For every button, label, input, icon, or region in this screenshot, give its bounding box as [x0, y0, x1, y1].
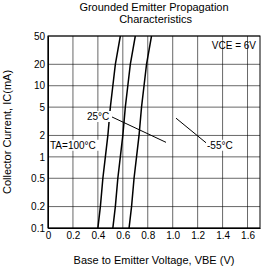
- y-axis-label: Collector Current, IC(mA): [1, 70, 13, 194]
- x-grid-line: [97, 36, 98, 228]
- x-axis: 0 0.2 0.4 0.6 0.8 1.0 1.2 1.4 1.6: [46, 228, 261, 241]
- y-tick-label: 0.5: [31, 173, 45, 184]
- y-tick-label: 50: [34, 31, 46, 42]
- y-tick: 0.2: [31, 201, 48, 212]
- x-tick: 0.6: [116, 228, 130, 241]
- x-tick-label: 1.4: [216, 230, 230, 241]
- x-axis-line: [49, 228, 261, 229]
- x-tick-label: 0: [46, 230, 52, 241]
- x-tick: 0.4: [91, 228, 105, 241]
- series-line: [129, 36, 151, 228]
- plot-frame: [48, 36, 260, 228]
- y-tick-label: 2: [39, 130, 45, 141]
- y-tick: 1: [39, 152, 48, 163]
- y-tick-label: 0.1: [31, 223, 45, 234]
- y-tick: 20: [34, 59, 48, 70]
- y-tick: 5: [39, 102, 48, 113]
- y-grid-line: [48, 156, 260, 157]
- x-grid-line: [147, 36, 148, 228]
- x-tick: 1.4: [216, 228, 230, 241]
- y-grid-line: [48, 107, 260, 108]
- y-axis-line: [48, 37, 49, 229]
- y-grid-line: [48, 135, 260, 136]
- x-tick-label: 1.2: [191, 230, 205, 241]
- x-axis-label: Base to Emitter Voltage, VBE (V): [74, 254, 235, 266]
- x-grid-line: [197, 36, 198, 228]
- x-tick: 1.6: [241, 228, 255, 241]
- annotation: VCE = 6V: [212, 40, 257, 51]
- x-tick: 1.0: [166, 228, 180, 241]
- series-label: 25°C: [87, 111, 109, 122]
- y-tick-label: 1: [39, 152, 45, 163]
- title: Grounded Emitter Propagation Characteris…: [79, 1, 228, 25]
- x-grid-line: [222, 36, 223, 228]
- label-bg: [49, 140, 99, 151]
- y-tick-label: 5: [39, 102, 45, 113]
- series-line: [98, 36, 120, 228]
- label-bg: [206, 140, 236, 151]
- x-tick-label: 0.6: [116, 230, 130, 241]
- y-grid-line: [48, 64, 260, 65]
- x-tick-label: 0.8: [141, 230, 155, 241]
- y-tick: 0.5: [31, 173, 48, 184]
- x-tick: 0.8: [141, 228, 155, 241]
- y-tick-label: 20: [34, 59, 46, 70]
- label-bg: [86, 111, 114, 122]
- y-axis: 0.1 0.2 0.5 1 2 5 10 20 50: [31, 31, 48, 234]
- series-label: TA=100°C: [50, 140, 96, 151]
- label-arrow: [112, 117, 166, 142]
- y-tick-label: 0.2: [31, 201, 45, 212]
- x-grid-line: [72, 36, 73, 228]
- series-label: -55°C: [207, 140, 233, 151]
- y-grid-line: [48, 85, 260, 86]
- x-grid-line: [172, 36, 173, 228]
- x-tick: 0: [46, 228, 52, 241]
- annotation-bg: [206, 39, 260, 53]
- x-grid-line: [247, 36, 248, 228]
- x-tick-label: 1.0: [166, 230, 180, 241]
- label-arrow: [176, 118, 206, 143]
- y-grid-line: [48, 178, 260, 179]
- x-tick-label: 0.4: [91, 230, 105, 241]
- x-tick: 0.2: [66, 228, 80, 241]
- y-tick: 50: [34, 31, 48, 42]
- y-tick: 10: [34, 80, 48, 91]
- x-tick-label: 0.2: [66, 230, 80, 241]
- y-tick-label: 10: [34, 80, 46, 91]
- chart: Grounded Emitter Propagation Characteris…: [0, 0, 271, 272]
- y-tick: 0.1: [31, 223, 48, 234]
- y-tick: 2: [39, 130, 48, 141]
- x-tick: 1.2: [191, 228, 205, 241]
- x-tick-label: 1.6: [241, 230, 255, 241]
- y-grid-line: [48, 206, 260, 207]
